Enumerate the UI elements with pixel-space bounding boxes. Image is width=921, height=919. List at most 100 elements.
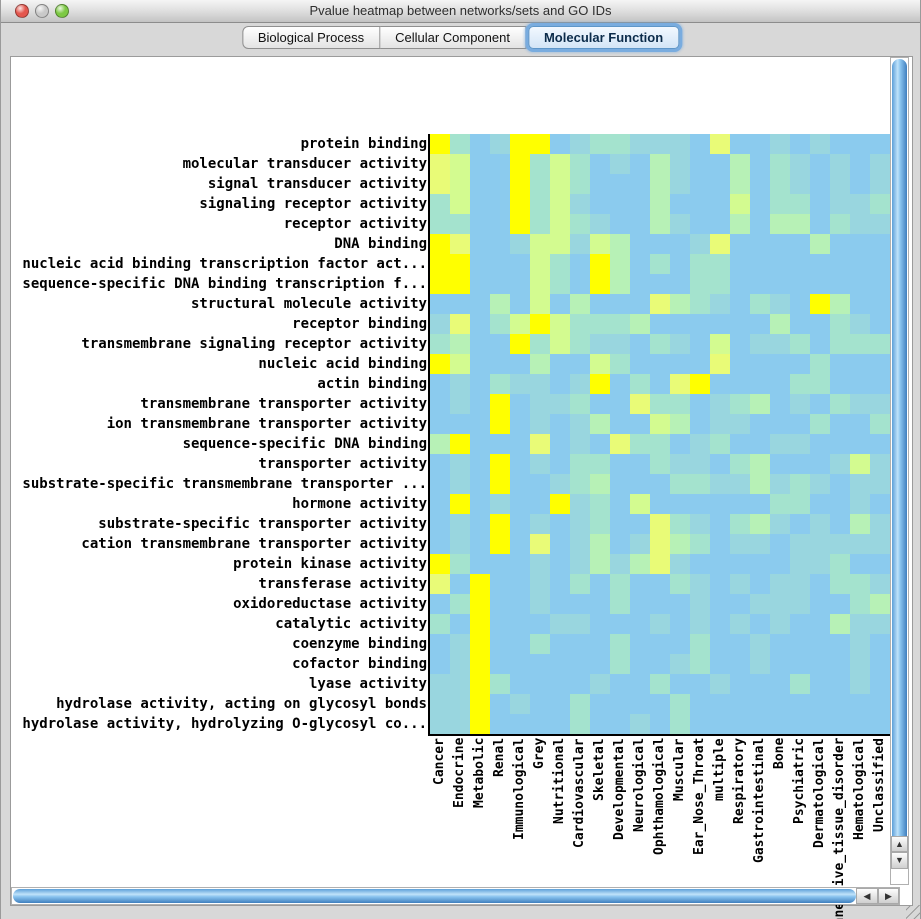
heatmap-cell: [530, 594, 550, 614]
content-panel: protein binding molecular transducer acti…: [10, 56, 913, 919]
heatmap-cell: [850, 534, 870, 554]
scroll-down-button[interactable]: ▼: [891, 852, 908, 869]
row-label: cation transmembrane transporter activit…: [81, 536, 427, 552]
heatmap-cell: [570, 174, 590, 194]
heatmap-cell: [590, 394, 610, 414]
heatmap-cell: [710, 634, 730, 654]
heatmap-cell: [630, 194, 650, 214]
heatmap-cell: [550, 234, 570, 254]
heatmap-cell: [730, 554, 750, 574]
minimize-icon[interactable]: [35, 4, 49, 18]
heatmap-cell: [570, 654, 590, 674]
heatmap-cell: [490, 334, 510, 354]
heatmap-cell: [750, 494, 770, 514]
heatmap-cell: [450, 514, 470, 534]
heatmap-cell: [850, 194, 870, 214]
heatmap-cell: [810, 434, 830, 454]
heatmap-cell: [610, 434, 630, 454]
tab-bar: Biological Process Cellular Component Mo…: [241, 26, 680, 49]
heatmap-cell: [850, 654, 870, 674]
heatmap-cell: [550, 494, 570, 514]
heatmap-cell: [650, 334, 670, 354]
heatmap-cell: [770, 694, 790, 714]
heatmap-cell: [490, 694, 510, 714]
heatmap-cell: [690, 514, 710, 534]
row-label: receptor binding: [292, 316, 427, 332]
scroll-left-button[interactable]: ◀: [856, 888, 878, 904]
window-titlebar[interactable]: Pvalue heatmap between networks/sets and…: [1, 0, 920, 23]
heatmap-cell: [650, 454, 670, 474]
tab-molecular-function[interactable]: Molecular Function: [527, 26, 680, 49]
heatmap-cell: [730, 394, 750, 414]
heatmap-cell: [470, 654, 490, 674]
heatmap-cell: [730, 714, 750, 734]
heatmap-cell: [550, 134, 570, 154]
close-icon[interactable]: [15, 4, 29, 18]
heatmap-cell: [630, 474, 650, 494]
tab-biological-process[interactable]: Biological Process: [241, 26, 381, 49]
heatmap-cell: [770, 134, 790, 154]
heatmap-cell: [530, 514, 550, 534]
heatmap-cell: [510, 274, 530, 294]
heatmap-cell: [490, 574, 510, 594]
heatmap-cell: [690, 574, 710, 594]
heatmap-cell: [490, 554, 510, 574]
heatmap-cell: [530, 694, 550, 714]
scroll-up-button[interactable]: ▲: [891, 836, 908, 852]
heatmap-cell: [790, 714, 810, 734]
heatmap-cell: [670, 194, 690, 214]
heatmap-cell: [430, 714, 450, 734]
heatmap-cell: [770, 554, 790, 574]
zoom-icon[interactable]: [55, 4, 69, 18]
heatmap-cell: [650, 494, 670, 514]
heatmap-cell: [550, 394, 570, 414]
heatmap-cell: [670, 334, 690, 354]
row-label: transporter activity: [258, 456, 427, 472]
heatmap-cell: [670, 374, 690, 394]
heatmap-cell: [430, 694, 450, 714]
heatmap-cell: [770, 594, 790, 614]
heatmap-cell: [510, 374, 530, 394]
heatmap-cell: [770, 614, 790, 634]
heatmap-cell: [690, 594, 710, 614]
heatmap-cell: [610, 414, 630, 434]
heatmap-cell: [590, 454, 610, 474]
heatmap-cell: [550, 334, 570, 354]
resize-grip-icon[interactable]: [906, 905, 920, 919]
heatmap-cell: [630, 294, 650, 314]
heatmap-cell: [430, 574, 450, 594]
heatmap-cell: [690, 554, 710, 574]
heatmap-cell: [670, 654, 690, 674]
heatmap-cell: [850, 334, 870, 354]
vertical-scrollbar[interactable]: [890, 57, 909, 885]
heatmap-cell: [470, 174, 490, 194]
heatmap-cell: [610, 214, 630, 234]
heatmap-cell: [690, 474, 710, 494]
heatmap-cell: [470, 234, 490, 254]
heatmap-cell: [850, 554, 870, 574]
heatmap-cell: [870, 334, 890, 354]
heatmap-cell: [730, 334, 750, 354]
horizontal-scrollbar[interactable]: ◀ ▶: [11, 887, 900, 905]
heatmap-cell: [810, 674, 830, 694]
heatmap-cell: [510, 334, 530, 354]
heatmap-cell: [630, 714, 650, 734]
heatmap-cell: [450, 554, 470, 574]
heatmap-cell: [490, 654, 510, 674]
heatmap-cell: [530, 454, 550, 474]
heatmap-cell: [670, 614, 690, 634]
row-label: transmembrane transporter activity: [140, 396, 427, 412]
heatmap-cell: [470, 694, 490, 714]
scroll-right-button[interactable]: ▶: [878, 888, 899, 904]
heatmap-cell: [490, 494, 510, 514]
heatmap-cell: [530, 554, 550, 574]
heatmap-cell: [810, 194, 830, 214]
heatmap-cell: [510, 394, 530, 414]
horizontal-scrollbar-thumb[interactable]: [13, 889, 856, 903]
vertical-scrollbar-thumb[interactable]: [892, 59, 907, 854]
heatmap-cell: [810, 254, 830, 274]
heatmap-cell: [510, 494, 530, 514]
tab-cellular-component[interactable]: Cellular Component: [380, 26, 526, 49]
heatmap-cell: [750, 174, 770, 194]
heatmap-cell: [830, 434, 850, 454]
